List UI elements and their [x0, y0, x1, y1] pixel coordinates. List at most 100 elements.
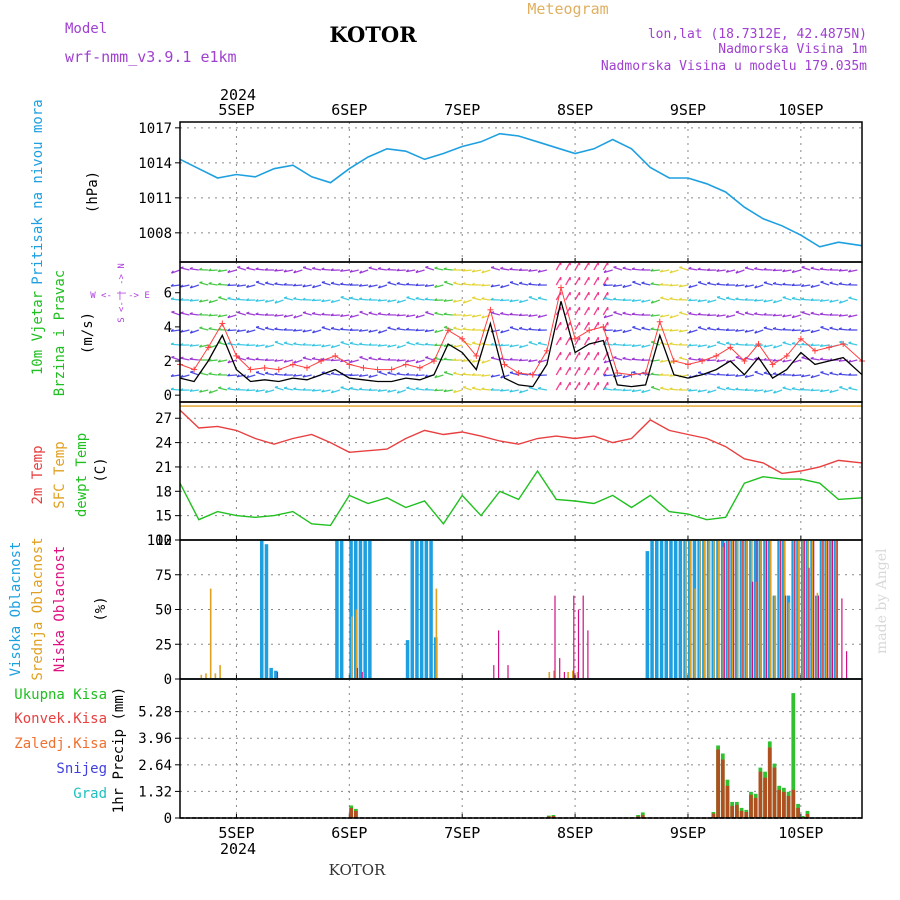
wind-arrow — [170, 298, 181, 301]
wind-arrow-head — [716, 327, 720, 330]
wind-arrow — [208, 269, 218, 272]
wind-arrow-head — [462, 385, 467, 388]
wind-arrow — [773, 282, 783, 286]
wind-arrow — [359, 284, 369, 287]
wind-arrow-head — [509, 299, 513, 303]
wind-arrow-head — [641, 344, 645, 348]
wind-arrow — [801, 266, 811, 271]
wind-arrow-head — [499, 298, 504, 302]
wind-arrow — [622, 389, 632, 392]
wind-arrow-head — [405, 372, 410, 376]
wind-arrow — [754, 284, 764, 289]
y-tick-label: 18 — [155, 484, 172, 500]
wind-arrow — [387, 372, 397, 376]
cloud-high-bar — [419, 540, 424, 679]
cloud-mid-bar — [802, 540, 805, 679]
wind-arrow — [726, 297, 736, 301]
cloud-low-bar — [563, 672, 565, 679]
wind-arrow — [707, 344, 717, 349]
wind-arrow — [593, 336, 599, 346]
wind-arrow — [651, 299, 660, 304]
pressure-panel: 1008 1011 1014 1017 — [138, 121, 863, 263]
wind-arrow-head — [227, 269, 231, 273]
wind-arrow-head — [688, 311, 692, 315]
wind-arrow-head — [659, 269, 663, 273]
wind-arrow-head — [377, 330, 381, 334]
wind-arrow — [415, 342, 425, 346]
wind-arrow-head — [293, 315, 297, 319]
wind-arrow-head — [330, 268, 334, 271]
wind-arrow — [603, 374, 613, 377]
wind-arrow-head — [349, 328, 353, 331]
wind-arrow-head — [283, 386, 288, 389]
wind-arrow — [283, 297, 294, 301]
wind-arrow — [839, 299, 849, 304]
wind-arrow — [227, 374, 237, 377]
wind-arrow — [509, 389, 519, 393]
y-tick-label: 2 — [164, 354, 172, 370]
wind-arrow — [660, 297, 670, 301]
cloud-low-bar — [751, 581, 754, 679]
wind-arrow — [415, 374, 425, 377]
wind-arrow — [171, 269, 181, 274]
wind-arrow-head — [208, 281, 212, 285]
precip-conv-bar — [772, 767, 777, 818]
wind-arrow-head — [782, 372, 786, 376]
wind-arrow — [274, 283, 284, 286]
wind-side-labels: 10m Vjetar Brzina i Pravac (m/s) S <- | … — [30, 263, 150, 396]
wind-arrow — [462, 269, 472, 272]
wind-arrow — [631, 389, 642, 393]
cloud_cover-panel: 0 25 50 75 100 — [147, 533, 863, 688]
wind-arrow-head — [283, 359, 287, 363]
wind-arrow — [171, 356, 181, 361]
cloud-mid-bar — [731, 540, 734, 679]
wind-arrow — [321, 281, 331, 286]
wind-arrow — [848, 387, 858, 391]
wind-arrow-head — [405, 269, 409, 273]
wind-arrow-head — [801, 265, 805, 268]
wind-arrow-head — [311, 356, 316, 360]
wind-arrow — [255, 281, 265, 286]
wind-arrow — [622, 312, 632, 316]
top-day-label: 6SEP — [331, 101, 367, 119]
wind-arrow-head — [246, 374, 250, 379]
wind-arrow — [537, 269, 548, 273]
wind-arrow-head — [651, 340, 655, 343]
wind-arrow — [697, 268, 707, 271]
wind-arrow-head — [387, 326, 391, 329]
wind-arrow — [453, 372, 463, 376]
wind-arrow — [490, 357, 500, 361]
wind-arrow — [255, 313, 265, 316]
wind-arrow-head — [782, 327, 786, 331]
wind-arrow — [679, 266, 689, 271]
wind-arrow-head — [171, 310, 175, 313]
wind-arrow-head — [199, 326, 203, 329]
wind-arrow-head — [518, 326, 523, 330]
wind-arrow-head — [706, 313, 711, 317]
wind-arrow-head — [452, 313, 457, 316]
cloud-low-bar — [794, 540, 796, 679]
wind-arrow — [650, 283, 660, 286]
wind-arrow-head — [265, 326, 269, 329]
wind-arrow-head — [820, 371, 824, 373]
wind-arrow-head — [622, 311, 626, 314]
wind-arrow-head — [754, 370, 758, 373]
wind-arrow-head — [622, 356, 626, 360]
wind-arrow-head — [707, 390, 711, 394]
wind-arrow-head — [180, 284, 184, 288]
wind-arrow-head — [368, 311, 372, 314]
wind-arrow-head — [368, 329, 372, 333]
wind-arrow-head — [264, 313, 268, 316]
wind-arrow — [227, 329, 237, 332]
wind-arrow-head — [716, 282, 720, 285]
precip-conv-bar — [354, 810, 358, 818]
wind-arrow-head — [415, 328, 419, 332]
wind-arrow-head — [838, 282, 842, 285]
wind-arrow-head — [405, 314, 410, 318]
wind-arrow-head — [650, 327, 654, 330]
wind-arrow — [255, 299, 265, 302]
wind-arrow-head — [264, 344, 268, 348]
wind-arrow — [509, 268, 519, 271]
wind-arrow-head — [537, 283, 541, 286]
wind-arrow-head — [321, 312, 325, 316]
